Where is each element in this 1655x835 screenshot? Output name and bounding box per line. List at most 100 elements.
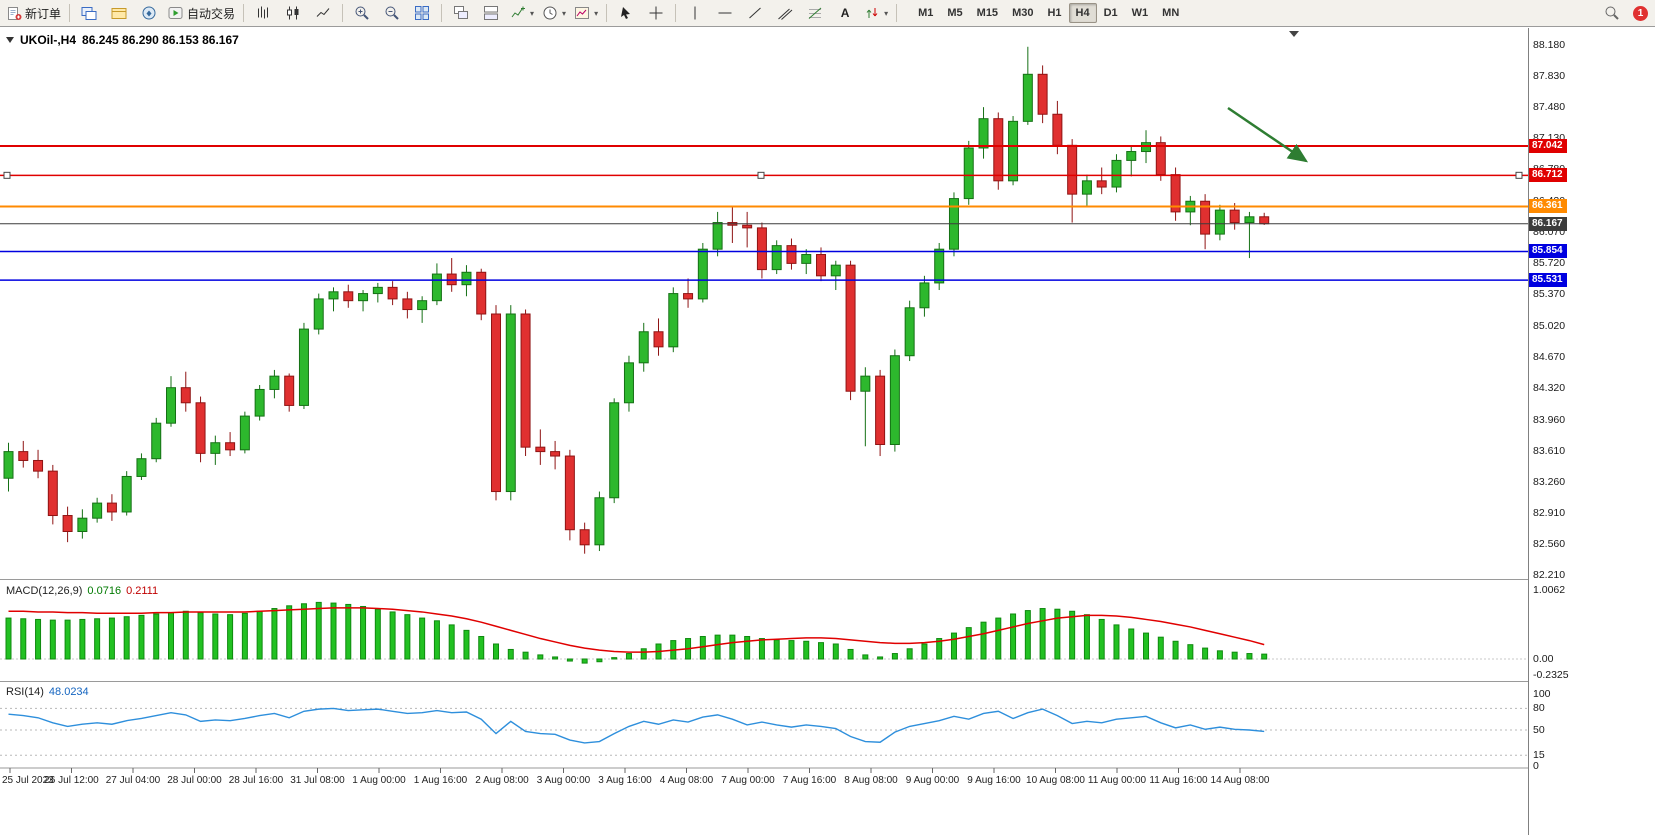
crosshair-button[interactable] [641,1,671,25]
arrows-tool-button[interactable]: ▾ [860,1,892,25]
time-axis-label: 28 Jul 16:00 [228,775,284,786]
zoom-in-button[interactable] [347,1,377,25]
time-axis[interactable]: 25 Jul 2023 26 Jul 12:00 27 Jul 04:00 28 Ju… [0,772,1528,794]
macd-name-label: MACD(12,26,9) [6,585,83,597]
dropdown-caret-icon: ▾ [594,8,599,18]
time-axis-label: 1 Aug 16:00 [413,775,468,786]
navigator-icon [141,5,157,21]
cascade-windows-icon [453,5,469,21]
cursor-icon [618,5,634,21]
auto-trading-button[interactable]: 自动交易 [164,1,239,25]
time-axis-label: 10 Aug 08:00 [1026,775,1085,786]
line-handle[interactable] [1515,171,1523,179]
arrange-windows-icon [483,5,499,21]
price-tag-86.167: 86.167 [1529,216,1567,231]
templates-button[interactable]: ▾ [570,1,602,25]
chart-canvas[interactable] [0,28,1528,790]
timeframe-button-H4[interactable]: H4 [1068,3,1097,23]
price-axis-label: 87.480 [1533,101,1566,114]
profiles-icon [111,5,127,21]
profiles-button[interactable] [104,1,134,25]
toolbar-separator [342,4,344,22]
price-axis-label: 87.830 [1533,70,1566,83]
periods-button[interactable]: ▾ [538,1,570,25]
rsi-panel-label: RSI(14) 48.0234 [6,686,89,698]
toolbar-separator [896,4,898,22]
rsi-axis-label: 50 [1533,724,1545,736]
time-axis-label: 7 Aug 16:00 [782,775,837,786]
notification-badge[interactable]: 1 [1633,5,1648,21]
time-axis-label: 2 Aug 08:00 [475,775,529,786]
price-axis-label: 82.560 [1533,537,1566,550]
navigator-button[interactable] [134,1,164,25]
timeframe-button-MN[interactable]: MN [1162,7,1180,19]
macd-main-value: 0.0716 [87,585,122,597]
rsi-value: 48.0234 [48,686,89,698]
time-axis-label: 8 Aug 08:00 [844,775,898,786]
macd-group [0,601,1528,664]
rsi-axis-label: 80 [1533,702,1545,715]
ohlc-values-label: 86.245 86.290 86.153 86.167 [82,33,239,47]
line-handle[interactable] [757,171,765,179]
price-tag-85.531: 85.531 [1529,273,1567,288]
time-axis-label: 27 Jul 04:00 [105,775,161,786]
toolbar-right-group: 1 [1597,1,1652,25]
chart-shift-marker[interactable] [1289,31,1299,37]
new-order-label: 新订单 [25,6,62,21]
cursor-button[interactable] [611,1,641,25]
indicators-icon [510,5,526,21]
time-axis-label: 11 Aug 00:00 [1087,775,1147,786]
auto-trading-label: 自动交易 [187,6,236,21]
timeframe-button-H1[interactable]: H1 [1047,7,1062,19]
price-axis[interactable]: 88.18087.83087.48087.13086.78086.42086.0… [1528,28,1655,835]
trendline-tool-button[interactable] [740,1,770,25]
indicators-button[interactable]: ▾ [506,1,538,25]
vertical-line-tool-button[interactable] [680,1,710,25]
candlestick-chart-button[interactable] [278,1,308,25]
trend-arrow-annotation[interactable] [1227,106,1309,163]
time-axis-label: 4 Aug 08:00 [659,775,714,786]
fibonacci-tool-button[interactable] [800,1,830,25]
channel-icon [777,5,793,21]
time-axis-label: 28 Jul 00:00 [167,775,222,786]
line-handle[interactable] [3,171,11,179]
price-level-lines-group [0,145,1528,281]
timeframe-button-M15[interactable]: M15 [976,7,999,19]
macd-panel-label: MACD(12,26,9) 0.0716 0.2111 [6,585,158,597]
time-axis-label: 9 Aug 00:00 [905,775,960,786]
zoom-out-button[interactable] [377,1,407,25]
price-tag-86.712: 86.712 [1529,168,1567,183]
tile-windows-button[interactable] [407,1,437,25]
timeframe-button-M1[interactable]: M1 [918,7,934,19]
chart-window: UKOil-,H4 86.245 86.290 86.153 86.167 MA… [0,28,1655,835]
bar-chart-button[interactable] [248,1,278,25]
text-tool-button[interactable]: A [830,1,860,25]
tile-windows-icon [414,5,430,21]
timeframe-button-W1[interactable]: W1 [1131,7,1149,19]
horizontal-line-tool-button[interactable] [710,1,740,25]
timeframe-button-M30[interactable]: M30 [1012,7,1034,19]
new-order-icon [7,6,22,21]
arrange-windows-button[interactable] [476,1,506,25]
time-axis-label: 31 Jul 08:00 [290,775,345,786]
new-order-button[interactable]: 新订单 [3,1,65,25]
line-chart-button[interactable] [308,1,338,25]
toolbar-separator [441,4,443,22]
time-axis-label: 3 Aug 16:00 [598,775,652,786]
chart-title: UKOil-,H4 86.245 86.290 86.153 86.167 [6,33,239,47]
charts-window-button[interactable] [74,1,104,25]
line-chart-icon [315,5,331,21]
search-button[interactable] [1597,1,1627,25]
timeframe-button-M5[interactable]: M5 [947,7,963,19]
vertical-line-icon [687,5,703,21]
rsi-axis-label: 15 [1533,749,1545,762]
timeframe-button-D1[interactable]: D1 [1103,7,1118,19]
channel-tool-button[interactable] [770,1,800,25]
charts-window-icon [81,5,97,21]
macd-axis-label: 1.0062 [1533,584,1566,597]
template-icon [574,5,590,21]
time-axis-label: 14 Aug 08:00 [1210,775,1270,786]
rsi-axis-label: 0 [1533,760,1539,772]
cascade-windows-button[interactable] [446,1,476,25]
one-click-trading-toggle-icon[interactable] [6,37,14,43]
